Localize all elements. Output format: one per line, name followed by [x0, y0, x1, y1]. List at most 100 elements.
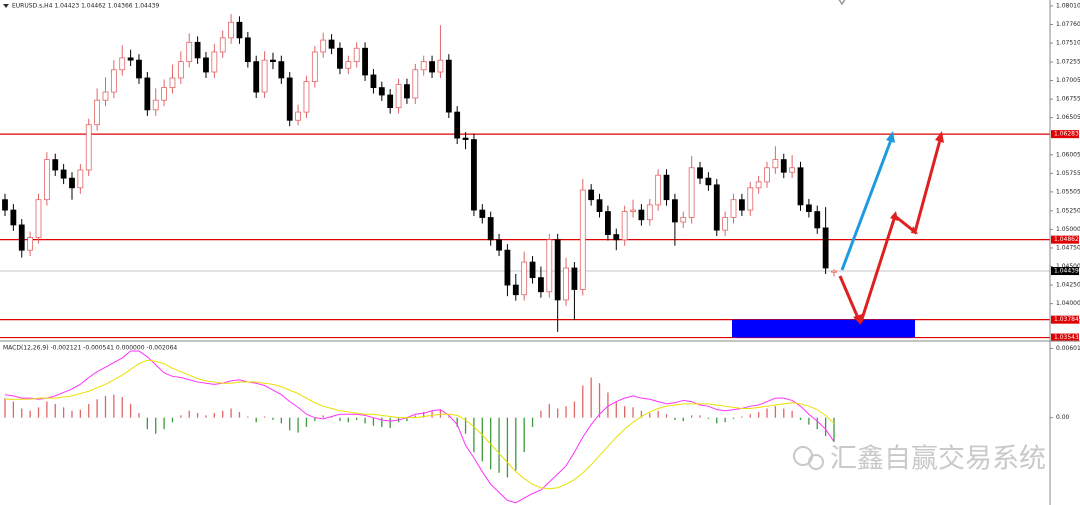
red-arrow-up-head	[935, 131, 944, 143]
candle-body	[286, 77, 293, 121]
candle-body	[345, 61, 352, 69]
candle-body	[697, 167, 703, 179]
candle-body	[102, 91, 109, 101]
candle-body	[487, 217, 494, 241]
macd-title: MACD(12,26,9) -0.002121 -0.000541 0.0000…	[3, 345, 177, 352]
candle-body	[370, 74, 377, 88]
candle-body	[144, 77, 151, 111]
y-tick-label: 1.08010	[1056, 2, 1080, 9]
candle-body	[320, 39, 327, 53]
blue-arrow	[840, 139, 893, 271]
candle-body	[152, 99, 159, 111]
candle-body	[395, 84, 402, 109]
watermark-text: 汇鑫自赢交易系统	[830, 444, 1046, 475]
candle-body	[755, 181, 762, 189]
candle-body	[831, 270, 837, 273]
candle-body	[18, 224, 25, 251]
candle-body	[337, 47, 343, 69]
y-tick-label: 1.06755	[1056, 96, 1080, 103]
candle-body	[538, 277, 544, 293]
candle-body	[43, 159, 50, 201]
candle-body	[529, 261, 536, 279]
blue-arrow-head	[886, 131, 895, 143]
candle-body	[261, 59, 268, 93]
candle-body	[437, 59, 444, 73]
level-badge	[1051, 315, 1079, 324]
candle-body	[85, 124, 92, 171]
candle-body	[797, 167, 804, 206]
candle-body	[747, 187, 754, 211]
candle-body	[127, 57, 134, 61]
candle-body	[2, 199, 8, 211]
candle-body	[420, 61, 427, 71]
candle-body	[579, 189, 586, 290]
red-arrow-pullback-head	[911, 226, 918, 234]
chart-title: EURUSD.s,H4 1.04423 1.04462 1.04366 1.04…	[12, 3, 159, 10]
candle-body	[512, 284, 519, 296]
candle-body	[412, 69, 419, 99]
red-arrow-down-head	[853, 314, 862, 325]
candle-body	[496, 239, 502, 251]
candle-body	[479, 209, 486, 218]
candle-body	[638, 209, 645, 221]
red-arrow-mid-head	[890, 211, 898, 221]
candle-body	[270, 59, 276, 63]
current-price-label: 1.04439	[1054, 268, 1079, 275]
candle-body	[772, 159, 779, 169]
candle-body	[563, 267, 569, 301]
macd-tick-label: 0.006019	[1056, 345, 1080, 352]
level-badge	[1051, 333, 1079, 342]
candle-body	[789, 167, 796, 173]
level-label: 1.03543	[1054, 334, 1079, 341]
y-tick-label: 1.07760	[1056, 21, 1080, 28]
y-tick-label: 1.04250	[1056, 282, 1080, 289]
candle-body	[571, 267, 578, 290]
candle-body	[613, 234, 620, 241]
candle-body	[328, 39, 335, 49]
candle-body	[605, 211, 611, 235]
candle-body	[110, 69, 117, 93]
y-tick-label: 1.04500	[1056, 263, 1080, 270]
candle-body	[161, 87, 168, 101]
candle-body	[680, 217, 687, 223]
candle-body	[27, 237, 34, 251]
mark-layer	[2, 14, 915, 504]
candle-body	[194, 41, 201, 59]
y-tick-label: 1.07005	[1056, 77, 1080, 84]
candle-body	[69, 177, 75, 189]
candle-body	[805, 204, 812, 212]
level-badge	[1051, 235, 1079, 244]
candle-body	[35, 199, 42, 238]
candle-body	[119, 57, 126, 71]
y-tick-label: 1.06005	[1056, 151, 1080, 158]
y-tick-label: 1.04750	[1056, 244, 1080, 251]
candle-body	[730, 199, 737, 218]
candle-body	[646, 204, 653, 221]
candle-body	[663, 174, 670, 201]
grid-layer: 1.08010 1.07760 1.07510 1.07255 1.07005 1.067…	[0, 2, 1080, 421]
y-tick-label: 1.05755	[1056, 170, 1080, 177]
candle-body	[630, 209, 636, 212]
candle-body	[77, 169, 84, 189]
candle-body	[136, 59, 142, 79]
candle-body	[445, 59, 452, 113]
macd-tick-label: 0.00	[1056, 414, 1070, 421]
y-tick-label: 1.04000	[1056, 300, 1080, 307]
forecast-arrows	[838, 131, 944, 325]
level-label: 1.03784	[1054, 316, 1079, 323]
candle-body	[722, 217, 729, 231]
watermark-icon	[808, 454, 824, 470]
candle-body	[554, 239, 561, 301]
symbol-menu-icon[interactable]	[3, 4, 9, 8]
candle-body	[228, 21, 234, 39]
candle-body	[713, 184, 720, 231]
y-tick-label: 1.07510	[1056, 40, 1080, 47]
level-badge	[1051, 130, 1079, 139]
candle-body	[738, 199, 745, 211]
red-arrow-down	[838, 275, 860, 319]
macd-line	[5, 359, 835, 490]
candle-body	[404, 84, 410, 99]
candle-body	[780, 159, 787, 173]
